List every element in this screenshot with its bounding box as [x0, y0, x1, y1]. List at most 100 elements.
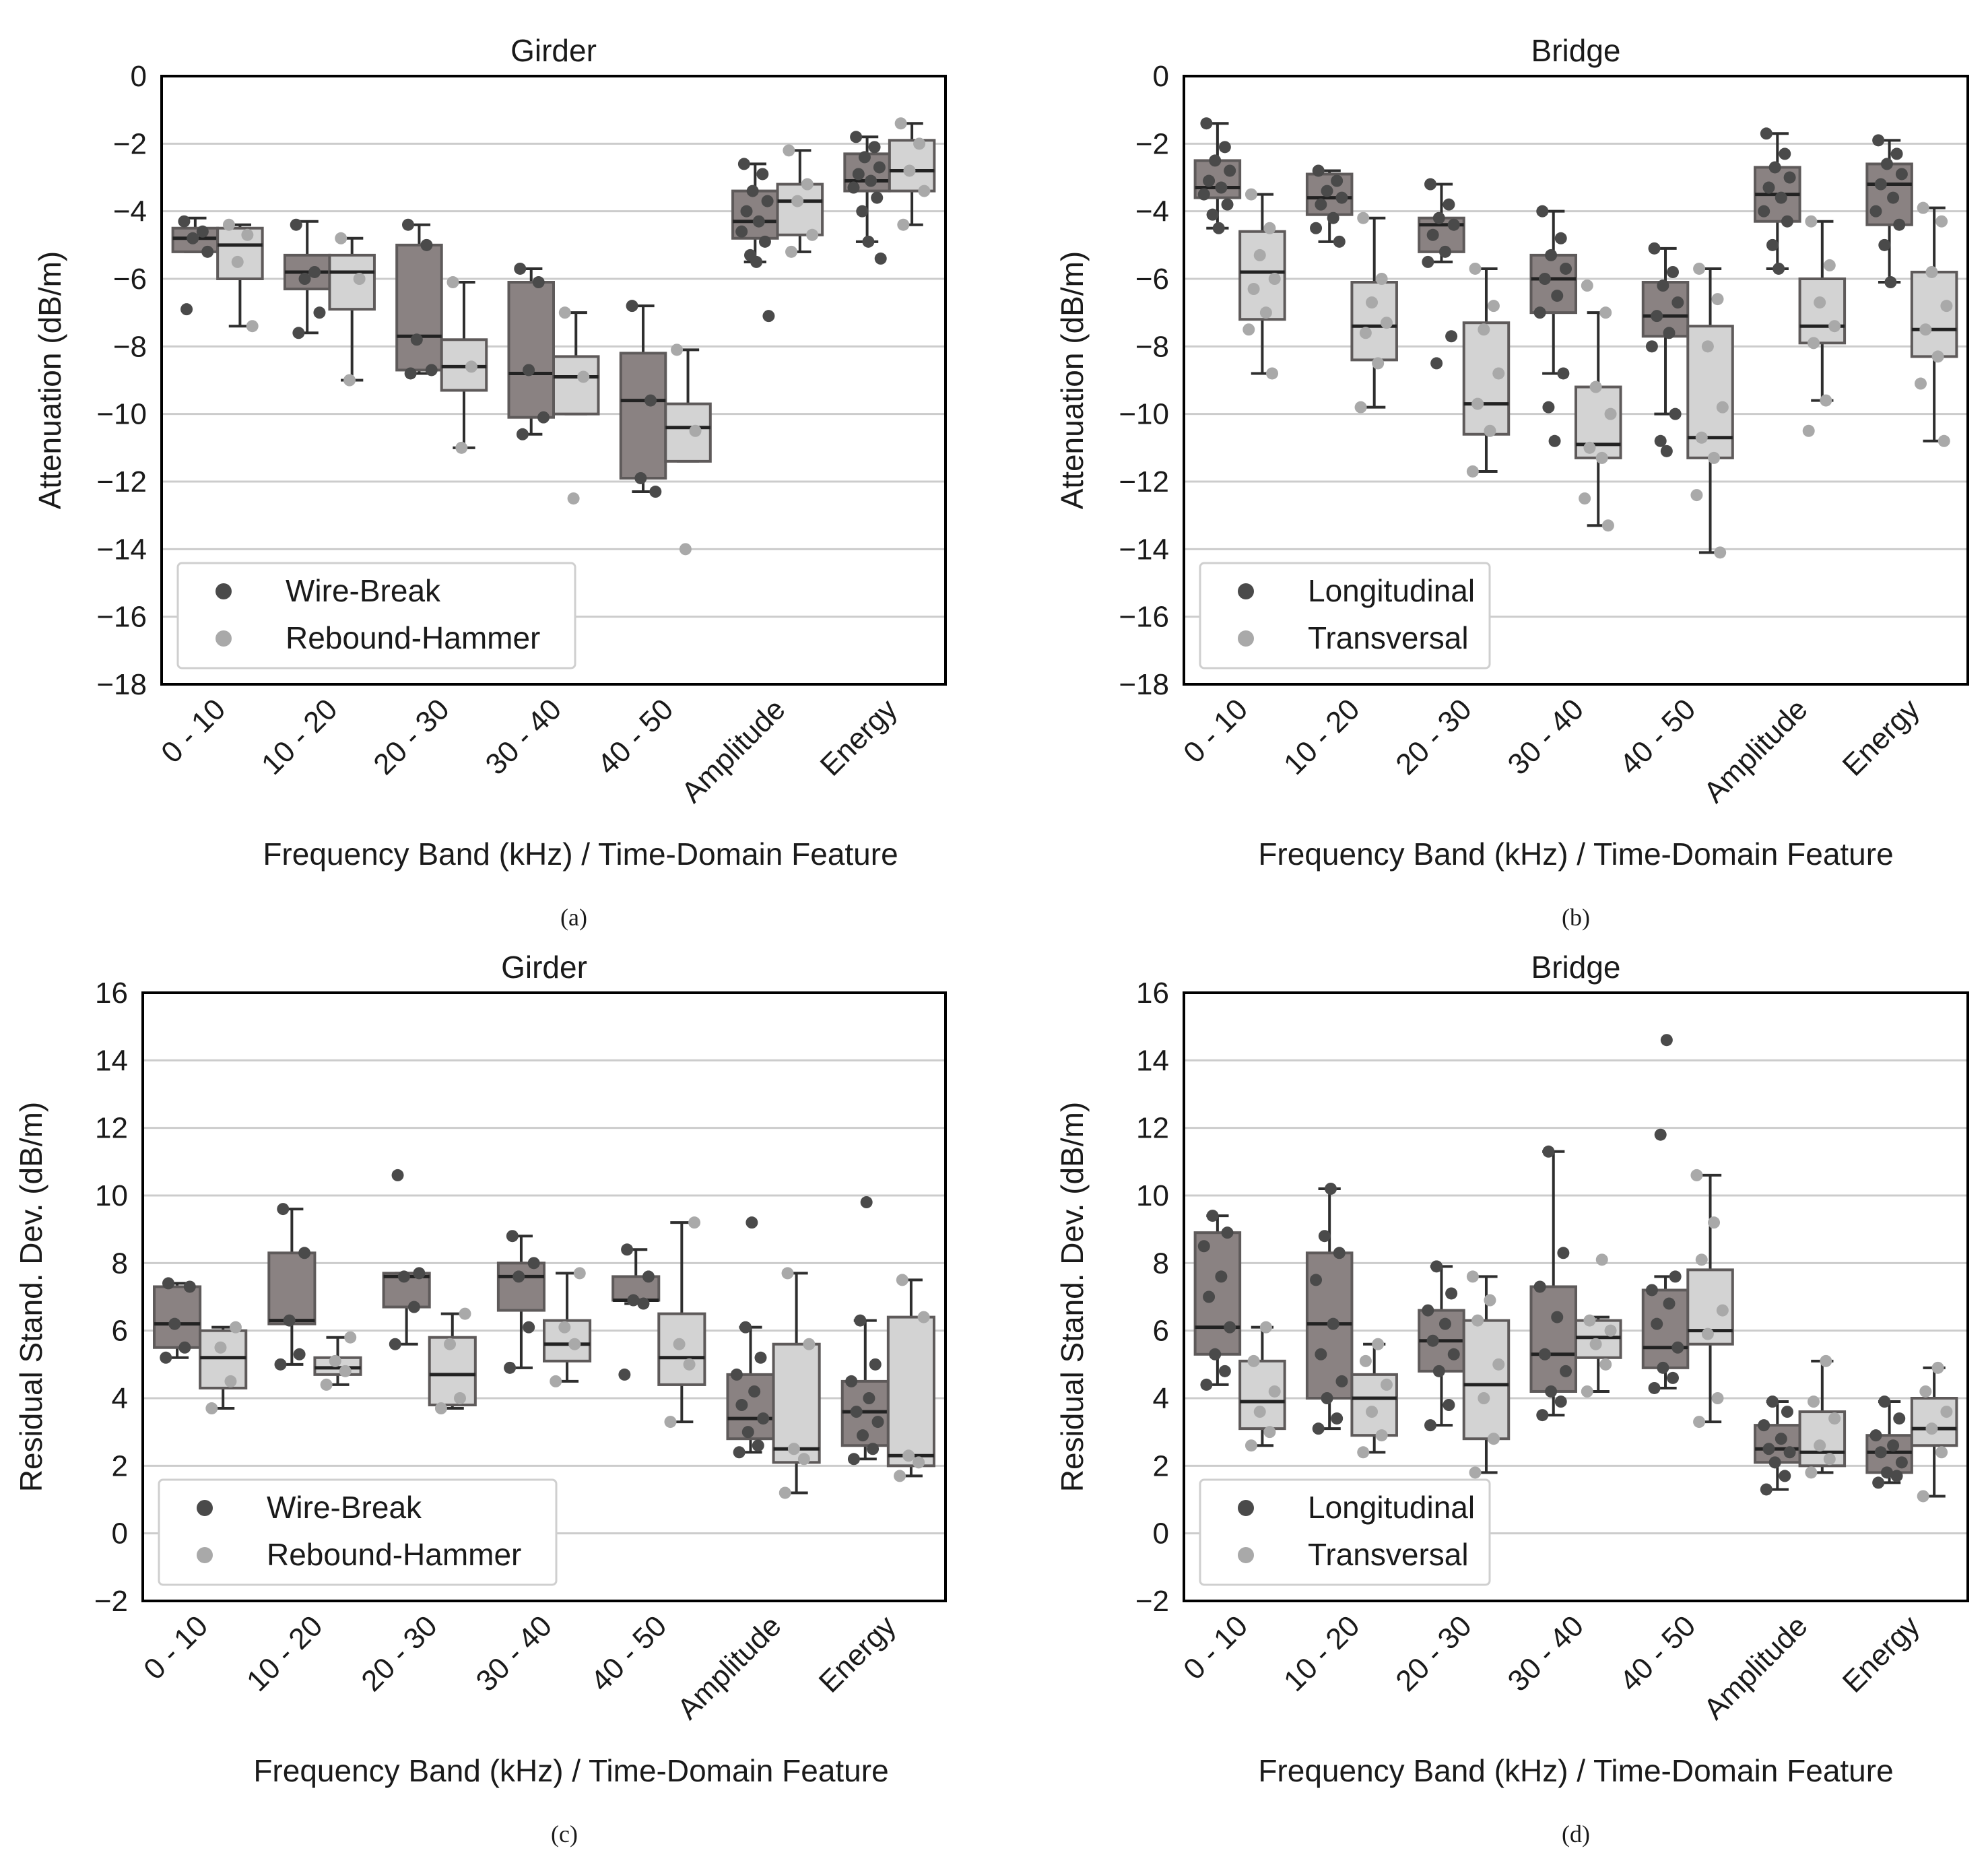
data-point	[688, 1216, 701, 1229]
series-longitudinal	[1193, 1034, 1913, 1496]
data-point	[1487, 300, 1500, 313]
data-point	[778, 1486, 791, 1499]
series-wire-break	[153, 1169, 890, 1466]
data-point	[758, 235, 771, 248]
data-point	[1215, 181, 1228, 194]
data-point	[1808, 1396, 1820, 1408]
x-tick-label: Energy	[814, 692, 904, 782]
data-point	[1884, 276, 1897, 289]
legend-label: Transversal	[1308, 620, 1469, 655]
data-point	[857, 1429, 869, 1442]
data-point	[897, 218, 910, 231]
data-point	[420, 238, 433, 251]
box-010	[216, 223, 264, 328]
series-rebound-hammer	[199, 1216, 935, 1499]
data-point	[1554, 232, 1567, 244]
iqr-box	[619, 352, 667, 480]
iqr-box	[440, 338, 488, 392]
y-tick-label: 0	[1153, 60, 1169, 93]
data-point	[1484, 1294, 1496, 1307]
y-tick-label: 8	[112, 1247, 128, 1280]
data-point	[1772, 262, 1785, 275]
data-point	[1551, 1311, 1564, 1323]
data-point	[894, 117, 907, 130]
data-point	[1654, 434, 1667, 447]
y-tick-label: −12	[1119, 465, 1169, 498]
data-point	[162, 1277, 174, 1290]
data-point	[1669, 1270, 1682, 1283]
data-point	[1645, 340, 1658, 353]
data-point	[1357, 1446, 1370, 1459]
data-point	[1708, 1216, 1721, 1229]
iqr-box	[1462, 321, 1511, 436]
data-point	[1931, 1361, 1944, 1374]
data-point	[1542, 1145, 1555, 1158]
data-point	[1669, 407, 1682, 420]
x-tick-label: 30 - 40	[1502, 692, 1591, 781]
box-4050	[1641, 247, 1690, 416]
data-point	[873, 161, 886, 174]
data-point	[1651, 1317, 1663, 1330]
data-point	[160, 1351, 172, 1364]
data-point	[293, 1348, 306, 1360]
data-point	[523, 1321, 535, 1334]
data-point	[854, 1314, 867, 1327]
data-point	[806, 228, 819, 241]
data-point	[1492, 1358, 1505, 1371]
data-point	[1711, 293, 1724, 306]
data-point	[1660, 1034, 1673, 1047]
y-tick-label: 10	[95, 1179, 128, 1212]
data-point	[1471, 397, 1484, 410]
data-point	[1206, 208, 1219, 221]
data-point	[410, 333, 423, 346]
data-point	[532, 276, 545, 289]
legend-box	[176, 562, 576, 669]
box-2030	[395, 223, 443, 375]
x-tick-label: 20 - 30	[355, 1609, 444, 1698]
iqr-box	[1910, 270, 1958, 358]
data-point	[1253, 249, 1266, 261]
legend-marker	[197, 1500, 213, 1516]
x-tick-label: 20 - 30	[1389, 692, 1478, 781]
data-point	[178, 215, 191, 228]
data-point	[283, 1314, 296, 1327]
data-point	[761, 195, 774, 207]
data-point	[679, 543, 692, 556]
data-point	[1808, 337, 1820, 350]
y-tick-label: 10	[1136, 1179, 1169, 1212]
data-point	[1487, 1433, 1500, 1445]
iqr-box	[496, 1261, 546, 1312]
data-point	[1380, 317, 1393, 329]
y-tick-label: 0	[131, 60, 147, 93]
iqr-box	[216, 226, 264, 280]
x-tick-label: 40 - 50	[1614, 692, 1702, 781]
data-point	[465, 360, 477, 373]
legend-marker	[1238, 583, 1254, 599]
data-point	[618, 1368, 631, 1381]
y-tick-label: 6	[1153, 1315, 1169, 1348]
box-1020	[1305, 1187, 1354, 1431]
data-point	[1432, 211, 1445, 224]
data-point	[1766, 238, 1779, 251]
data-point	[389, 1338, 401, 1350]
iqr-box	[1798, 277, 1847, 345]
data-point	[1218, 1365, 1231, 1377]
y-tick-label: −6	[113, 263, 147, 296]
data-point	[1604, 407, 1617, 420]
data-point	[1758, 1419, 1770, 1432]
y-tick-label: −2	[1135, 1585, 1169, 1618]
data-point	[320, 1378, 333, 1391]
data-point	[568, 1338, 581, 1350]
data-point	[1268, 273, 1281, 285]
data-point	[290, 218, 302, 231]
legend-label: Longitudinal	[1308, 1490, 1475, 1525]
box-Amplitude	[776, 149, 824, 253]
data-point	[748, 1385, 761, 1398]
data-point	[1424, 178, 1436, 191]
plot-frame	[141, 991, 947, 1602]
data-point	[1583, 441, 1596, 454]
data-point	[425, 364, 438, 376]
iqr-box	[1193, 1231, 1242, 1356]
data-point	[1310, 222, 1323, 234]
